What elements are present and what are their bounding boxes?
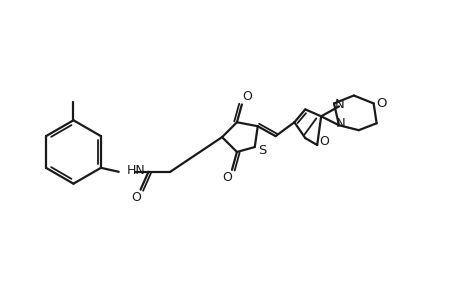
Text: S: S (258, 143, 266, 157)
Text: O: O (241, 90, 251, 103)
Text: O: O (222, 171, 231, 184)
Text: HN: HN (126, 164, 145, 177)
Text: N: N (334, 98, 344, 111)
Text: O: O (319, 135, 328, 148)
Text: O: O (375, 97, 386, 110)
Text: O: O (131, 191, 141, 204)
Text: N: N (336, 117, 345, 130)
